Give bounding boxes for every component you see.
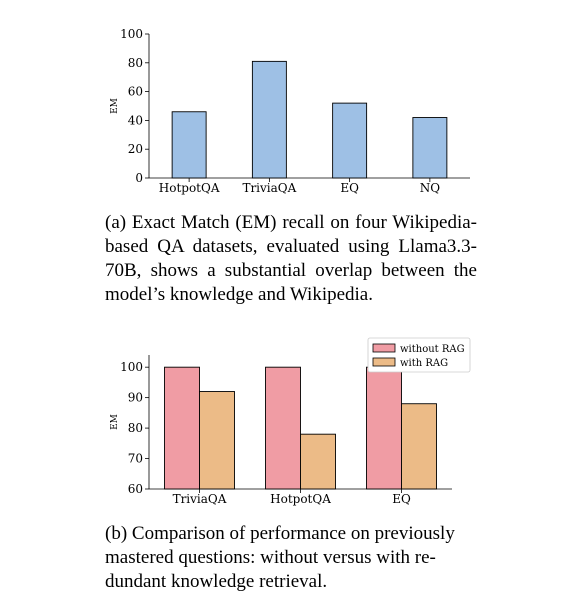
caption-a: (a) Exact Match (EM) recall on four Wiki… xyxy=(105,212,477,305)
bar-eq xyxy=(332,102,368,179)
x-tick-label-hotpotqa: HotpotQA xyxy=(159,181,220,195)
y-tick-label: 20 xyxy=(128,142,143,156)
x-tick-label-triviaqa: TriviaQA xyxy=(242,181,296,195)
y-axis-label: EM xyxy=(110,98,120,114)
x-tick-label-hotpotqa: HotpotQA xyxy=(270,492,331,506)
bar-hotpotqa-without-rag xyxy=(265,366,301,490)
x-tick-label-eq: EQ xyxy=(340,181,359,195)
y-tick-label: 60 xyxy=(128,482,143,496)
x-tick-label-nq: NQ xyxy=(420,181,441,195)
y-tick-label: 90 xyxy=(128,391,143,405)
y-tick-label: 70 xyxy=(128,452,143,466)
bar-hotpotqa xyxy=(171,111,207,179)
x-tick-label-eq: EQ xyxy=(392,492,411,506)
bar-nq xyxy=(412,117,448,179)
legend-label-with-rag: with RAG xyxy=(400,358,448,369)
y-tick-label: 100 xyxy=(120,360,143,374)
x-tick-label-triviaqa: TriviaQA xyxy=(173,492,227,506)
y-tick-label: 60 xyxy=(128,85,143,99)
chart-a: 0 20 40 60 80 100 EM HotpotQA TriviaQA EQ NQ xyxy=(110,27,470,195)
bar-triviaqa-without-rag xyxy=(164,366,200,490)
y-tick-label: 80 xyxy=(128,421,143,435)
y-axis-label: EM xyxy=(110,414,120,430)
y-tick-label: 100 xyxy=(120,27,143,41)
bar-triviaqa-with-rag xyxy=(199,391,235,490)
bar-triviaqa xyxy=(251,60,287,179)
legend-label-without-rag: without RAG xyxy=(400,344,465,355)
legend-swatch-without-rag xyxy=(372,343,396,353)
bar-eq-without-rag xyxy=(366,366,402,490)
bar-hotpotqa-with-rag xyxy=(300,433,336,490)
chart-b: 60 70 80 90 100 EM TriviaQA HotpotQA EQ without R… xyxy=(110,337,471,506)
caption-b: (b) Comparison of performance on previou… xyxy=(105,523,455,592)
y-tick-label: 80 xyxy=(128,56,143,70)
bar-eq-with-rag xyxy=(401,403,437,490)
y-tick-label: 0 xyxy=(135,171,143,185)
legend-swatch-with-rag xyxy=(372,357,396,367)
y-tick-label: 40 xyxy=(128,113,143,127)
